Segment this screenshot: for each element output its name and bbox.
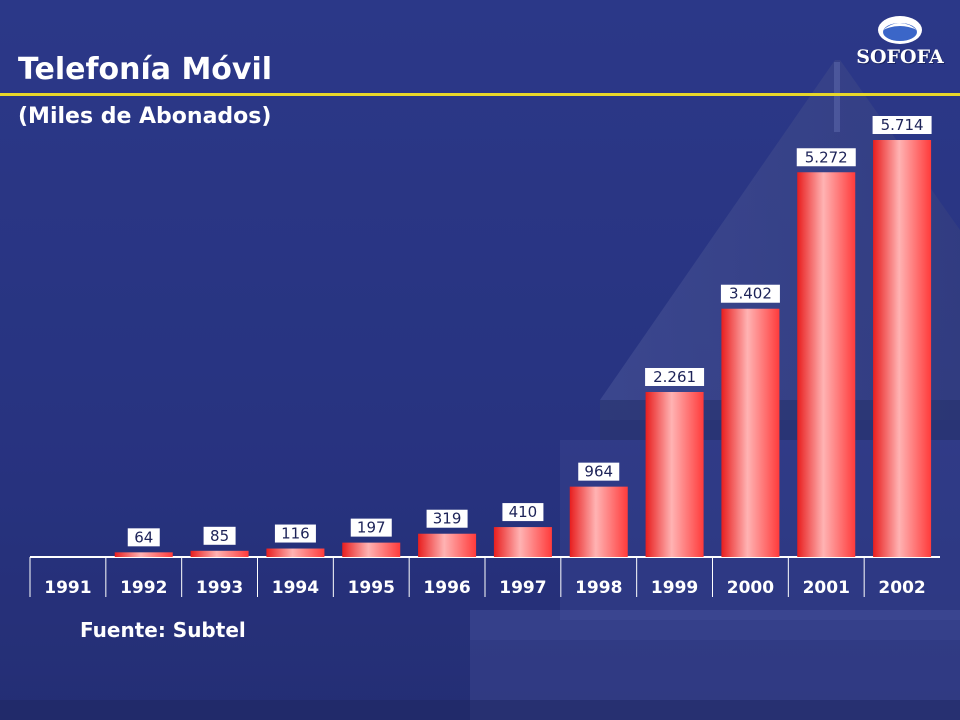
data-label: 5.714 bbox=[881, 116, 924, 134]
bar-1996 bbox=[418, 533, 477, 557]
bar-1994 bbox=[266, 548, 325, 557]
data-label-box bbox=[578, 462, 620, 481]
data-label: 964 bbox=[584, 463, 613, 481]
title-underline bbox=[0, 93, 960, 96]
data-label: 85 bbox=[210, 527, 229, 545]
data-label-box bbox=[796, 148, 856, 167]
data-label-box bbox=[720, 284, 780, 303]
data-label-box bbox=[872, 116, 932, 134]
bar-2000 bbox=[721, 308, 780, 557]
x-tick-label: 2001 bbox=[803, 578, 850, 598]
bar-1997 bbox=[493, 527, 552, 557]
data-label: 116 bbox=[281, 525, 310, 543]
x-tick-label: 1996 bbox=[423, 578, 470, 598]
data-label-box bbox=[645, 367, 705, 386]
x-tick-label: 2000 bbox=[727, 578, 774, 598]
sofofa-logo: SOFOFA bbox=[848, 10, 952, 76]
data-label-box bbox=[502, 503, 544, 522]
data-label-box bbox=[274, 524, 316, 543]
x-tick-label: 1991 bbox=[44, 578, 91, 598]
x-tick-label: 1994 bbox=[272, 578, 319, 598]
bar-1995 bbox=[342, 542, 401, 557]
data-label-box bbox=[127, 528, 160, 547]
data-label: 319 bbox=[433, 510, 462, 528]
bar-1992 bbox=[114, 552, 173, 557]
x-tick-label: 2002 bbox=[878, 578, 925, 598]
x-tick-label: 1998 bbox=[575, 578, 622, 598]
data-label: 5.272 bbox=[805, 148, 848, 166]
data-label-box bbox=[350, 518, 392, 537]
page-subtitle: (Miles de Abonados) bbox=[18, 104, 272, 129]
x-tick-label: 1997 bbox=[499, 578, 546, 598]
data-label: 197 bbox=[357, 519, 386, 537]
source-note: Fuente: Subtel bbox=[80, 618, 246, 642]
x-tick-label: 1992 bbox=[120, 578, 167, 598]
data-label: 410 bbox=[509, 503, 538, 521]
logo-emblem-icon bbox=[878, 16, 922, 44]
bar-2001 bbox=[797, 172, 856, 557]
data-label: 2.261 bbox=[653, 368, 696, 386]
data-label-box bbox=[426, 509, 468, 528]
bar-2002 bbox=[873, 140, 932, 557]
data-label: 3.402 bbox=[729, 285, 772, 303]
page-title: Telefonía Móvil bbox=[18, 52, 273, 87]
x-tick-label: 1999 bbox=[651, 578, 698, 598]
x-tick-label: 1993 bbox=[196, 578, 243, 598]
data-label: 64 bbox=[134, 528, 153, 546]
bar-1998 bbox=[569, 486, 628, 557]
bar-1999 bbox=[645, 391, 704, 557]
bar-1993 bbox=[190, 550, 249, 557]
logo-text: SOFOFA bbox=[856, 46, 944, 68]
x-tick-label: 1995 bbox=[348, 578, 395, 598]
data-label-box bbox=[203, 526, 236, 545]
